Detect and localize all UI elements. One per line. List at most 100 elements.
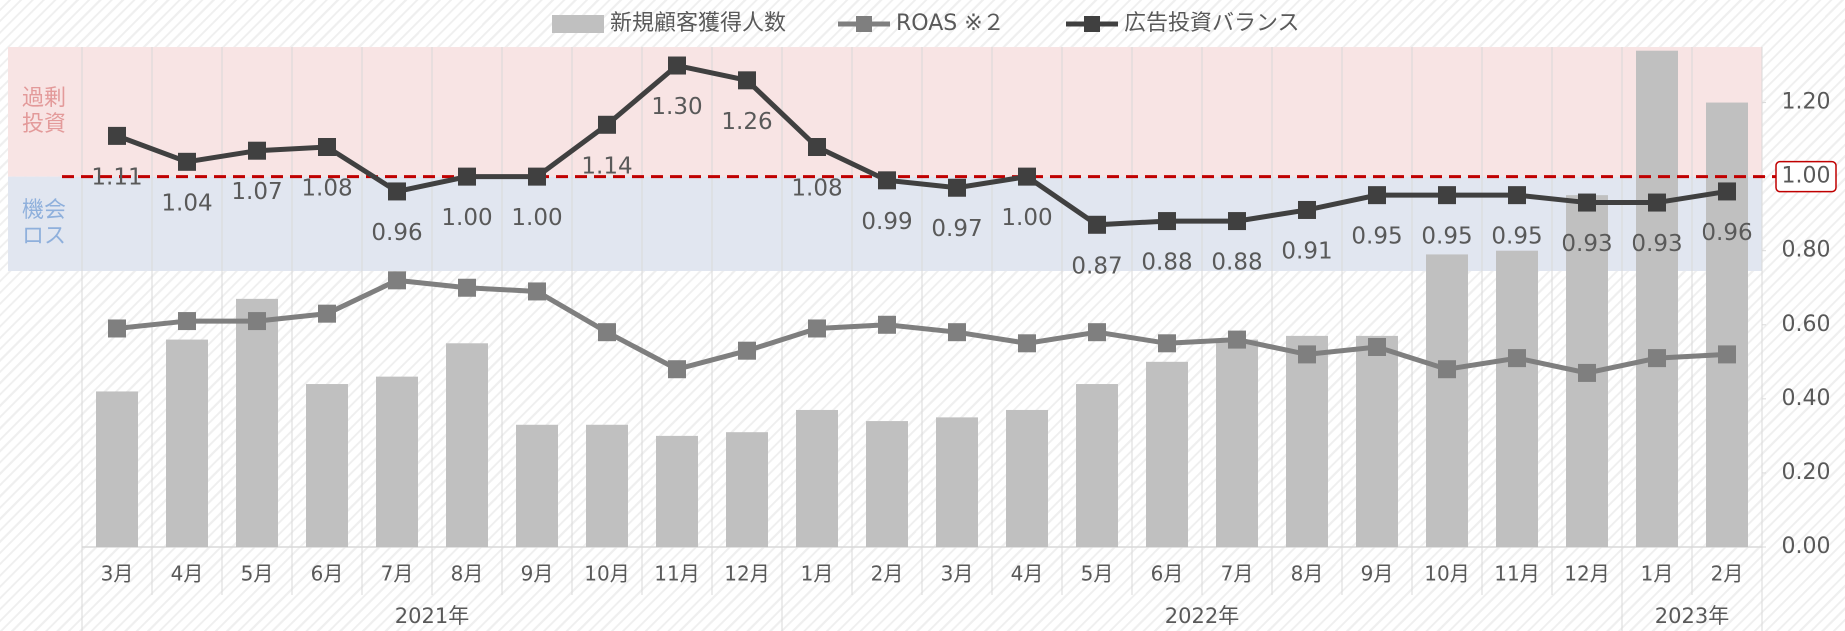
year-label: 2021年	[395, 604, 469, 628]
point-marker	[1578, 193, 1596, 212]
bar	[1286, 335, 1328, 547]
data-label: 1.30	[651, 94, 702, 120]
data-label: 1.08	[791, 176, 842, 202]
data-label: 1.00	[441, 205, 492, 231]
x-tick-label: 10月	[584, 562, 629, 586]
x-tick-label: 12月	[724, 562, 769, 586]
point-marker	[1508, 186, 1526, 205]
loss-region	[8, 176, 1762, 271]
point-marker	[318, 138, 336, 156]
point-marker	[808, 319, 826, 338]
data-label: 1.26	[721, 109, 772, 135]
region-label-line: 過剰	[22, 86, 66, 111]
point-marker	[178, 152, 196, 171]
point-marker	[598, 115, 616, 134]
bar	[656, 435, 698, 547]
point-marker	[1718, 182, 1736, 201]
bar	[936, 417, 978, 547]
x-tick-label: 8月	[451, 562, 484, 586]
point-marker	[388, 271, 406, 290]
data-label: 0.93	[1561, 231, 1612, 257]
x-tick-label: 9月	[1361, 562, 1394, 586]
point-marker	[738, 341, 756, 360]
point-marker	[1718, 345, 1736, 364]
bar	[586, 424, 628, 547]
point-marker	[1368, 186, 1386, 205]
x-tick-label: 2月	[1711, 562, 1744, 586]
legend-swatch	[552, 15, 604, 33]
data-label: 1.00	[511, 205, 562, 231]
bar	[1216, 339, 1258, 547]
point-marker	[528, 167, 546, 186]
point-marker	[1298, 200, 1316, 219]
legend-label: 新規顧客獲得人数	[610, 11, 786, 36]
point-marker	[1228, 212, 1246, 231]
point-marker	[528, 282, 546, 301]
point-marker	[1158, 212, 1176, 231]
x-tick-label: 2月	[871, 562, 904, 586]
bar	[1426, 254, 1468, 547]
data-label: 0.99	[861, 209, 912, 235]
point-marker	[108, 319, 126, 338]
data-label: 0.88	[1211, 250, 1262, 276]
point-marker	[808, 138, 826, 156]
x-tick-label: 7月	[381, 562, 414, 586]
x-tick-label: 11月	[1494, 562, 1539, 586]
x-tick-label: 8月	[1291, 562, 1324, 586]
x-tick-label: 6月	[1151, 562, 1184, 586]
bar	[1006, 409, 1048, 547]
point-marker	[1578, 363, 1596, 382]
legend-marker	[856, 16, 872, 32]
region-label: 過剰投資	[22, 86, 66, 137]
data-label: 1.00	[1001, 205, 1052, 231]
region-label: 機会ロス	[22, 198, 66, 249]
y-tick-label: 1.00	[1782, 164, 1831, 189]
bar	[306, 384, 348, 547]
y-tick-label: 0.40	[1782, 386, 1831, 411]
point-marker	[458, 167, 476, 186]
region-label-line: 機会	[22, 198, 66, 223]
bar	[166, 339, 208, 547]
x-tick-label: 5月	[1081, 562, 1114, 586]
data-label: 0.95	[1491, 224, 1542, 250]
data-label: 0.93	[1631, 231, 1682, 257]
point-marker	[1298, 345, 1316, 364]
y-tick-label: 0.20	[1782, 460, 1831, 485]
x-tick-label: 4月	[1011, 562, 1044, 586]
point-marker	[668, 56, 686, 75]
y-tick-label: 0.00	[1782, 534, 1831, 559]
over-region	[8, 47, 1762, 177]
bar	[96, 391, 138, 547]
point-marker	[1648, 193, 1666, 212]
bar	[236, 298, 278, 547]
x-tick-label: 4月	[171, 562, 204, 586]
point-marker	[668, 360, 686, 379]
bar	[516, 424, 558, 547]
bar	[1496, 250, 1538, 547]
data-label: 0.95	[1351, 224, 1402, 250]
data-label: 0.88	[1141, 250, 1192, 276]
legend-label: ROAS ※２	[896, 11, 1005, 36]
series-line	[116, 62, 1728, 228]
point-marker	[878, 315, 896, 334]
point-marker	[388, 182, 406, 201]
point-marker	[1228, 330, 1246, 349]
legend-marker	[1084, 16, 1100, 32]
point-marker	[108, 126, 126, 145]
data-label: 1.04	[161, 190, 212, 216]
point-marker	[1368, 338, 1386, 356]
year-label: 2022年	[1165, 604, 1239, 628]
data-label: 0.96	[1701, 220, 1752, 246]
point-marker	[318, 304, 336, 323]
point-marker	[1088, 215, 1106, 234]
y-tick-label: 0.80	[1782, 238, 1831, 263]
y-tick-label: 0.60	[1782, 312, 1831, 337]
year-label: 2023年	[1655, 604, 1729, 628]
data-label: 1.11	[91, 164, 142, 190]
data-label: 0.96	[371, 220, 422, 246]
point-marker	[1088, 323, 1106, 342]
bar	[1146, 361, 1188, 547]
point-marker	[738, 71, 756, 90]
